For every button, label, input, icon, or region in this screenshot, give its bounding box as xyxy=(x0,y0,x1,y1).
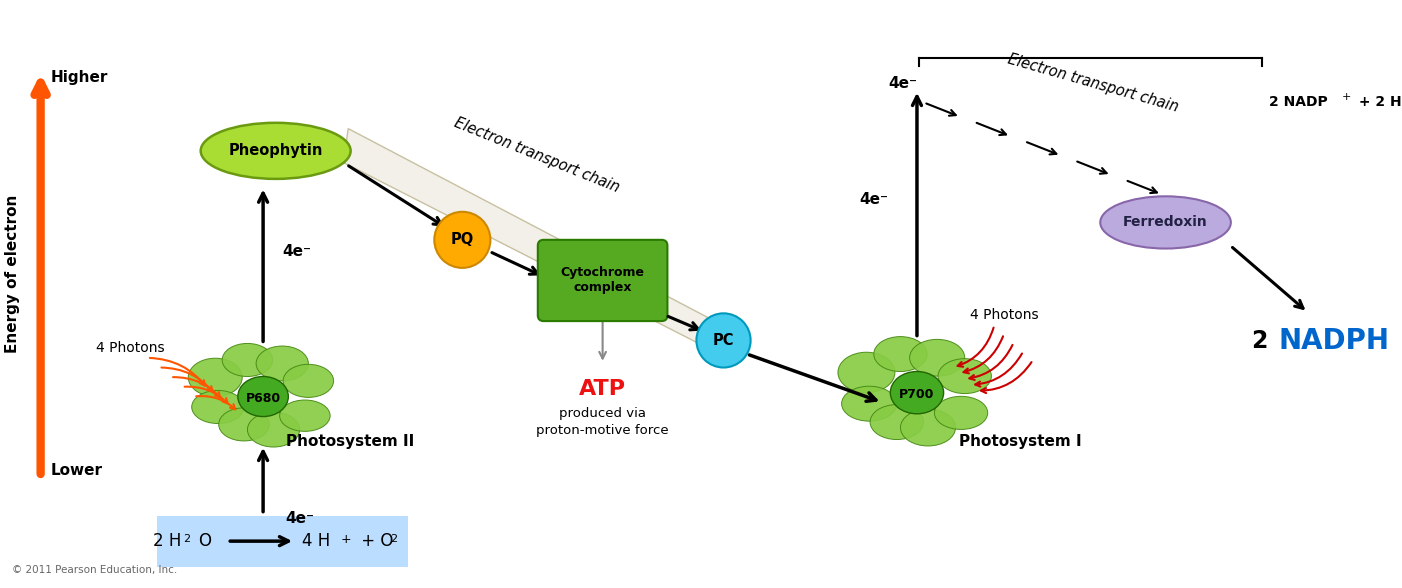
Ellipse shape xyxy=(873,336,927,372)
Text: Cytochrome
complex: Cytochrome complex xyxy=(561,266,645,295)
Text: O: O xyxy=(198,532,212,550)
Text: Lower: Lower xyxy=(50,463,102,477)
Ellipse shape xyxy=(890,372,944,414)
Ellipse shape xyxy=(934,396,988,429)
Text: +: + xyxy=(1342,92,1352,102)
FancyBboxPatch shape xyxy=(538,240,667,321)
Ellipse shape xyxy=(238,376,289,416)
Text: Electron transport chain: Electron transport chain xyxy=(1005,52,1180,115)
Ellipse shape xyxy=(279,400,329,432)
Text: 4e⁻: 4e⁻ xyxy=(282,244,311,259)
Ellipse shape xyxy=(188,358,243,396)
Ellipse shape xyxy=(219,408,269,441)
Text: Energy of electron: Energy of electron xyxy=(6,195,20,353)
Text: © 2011 Pearson Education, Inc.: © 2011 Pearson Education, Inc. xyxy=(11,564,177,574)
Polygon shape xyxy=(343,129,711,348)
Ellipse shape xyxy=(841,386,897,421)
Text: 2 NADP: 2 NADP xyxy=(1269,95,1328,109)
Text: P680: P680 xyxy=(245,392,280,405)
Text: + O: + O xyxy=(356,532,394,550)
Ellipse shape xyxy=(910,339,965,376)
Ellipse shape xyxy=(1101,196,1231,249)
Text: Photosystem II: Photosystem II xyxy=(286,433,414,449)
Text: Pheophytin: Pheophytin xyxy=(229,143,322,158)
FancyBboxPatch shape xyxy=(157,516,408,567)
Ellipse shape xyxy=(257,346,308,381)
Ellipse shape xyxy=(222,343,272,376)
Text: Photosystem I: Photosystem I xyxy=(959,433,1082,449)
Text: 4e⁻: 4e⁻ xyxy=(887,76,917,91)
Ellipse shape xyxy=(200,123,350,179)
Text: 4 H: 4 H xyxy=(301,532,329,550)
Text: 2 H: 2 H xyxy=(153,532,182,550)
Text: 2: 2 xyxy=(390,533,397,543)
Circle shape xyxy=(435,212,491,268)
Text: 4e⁻: 4e⁻ xyxy=(286,511,314,526)
Text: NADPH: NADPH xyxy=(1279,328,1389,355)
Ellipse shape xyxy=(938,359,991,393)
Ellipse shape xyxy=(900,409,956,446)
Text: 4 Photons: 4 Photons xyxy=(97,341,165,355)
Text: produced via
proton-motive force: produced via proton-motive force xyxy=(537,407,669,437)
Text: Electron transport chain: Electron transport chain xyxy=(451,115,621,195)
Text: Ferredoxin: Ferredoxin xyxy=(1123,215,1209,229)
Text: 2: 2 xyxy=(1252,329,1277,353)
Text: P700: P700 xyxy=(899,388,935,401)
Text: PC: PC xyxy=(712,333,735,348)
Text: ATP: ATP xyxy=(579,379,627,399)
Text: Higher: Higher xyxy=(50,70,108,85)
Text: PQ: PQ xyxy=(450,232,474,248)
Text: + 2 H: + 2 H xyxy=(1354,95,1402,109)
Text: +: + xyxy=(341,533,350,546)
Text: 4e⁻: 4e⁻ xyxy=(859,192,887,207)
Ellipse shape xyxy=(192,390,244,423)
Ellipse shape xyxy=(838,352,894,393)
Ellipse shape xyxy=(871,405,924,439)
Text: 2: 2 xyxy=(182,533,189,543)
Text: 4 Photons: 4 Photons xyxy=(970,308,1039,322)
Circle shape xyxy=(697,313,750,368)
Ellipse shape xyxy=(247,412,300,447)
Ellipse shape xyxy=(283,365,334,397)
